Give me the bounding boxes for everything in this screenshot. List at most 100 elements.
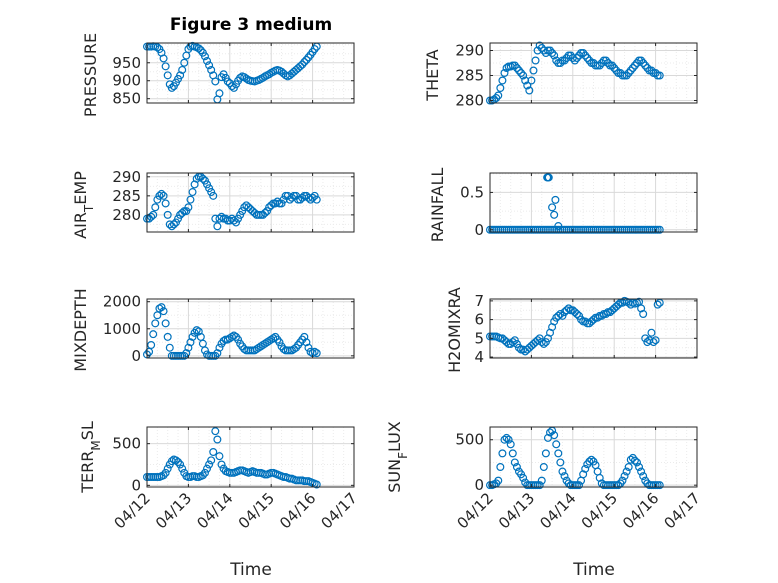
axes-box	[146, 172, 355, 233]
data-point	[601, 309, 610, 318]
data-point	[527, 76, 536, 85]
data-point	[620, 472, 629, 481]
data-point	[180, 58, 189, 67]
data-point	[514, 343, 523, 352]
data-point	[211, 427, 220, 436]
data-point	[581, 51, 590, 60]
data-point	[506, 440, 515, 449]
y-tick-label: 950	[112, 54, 141, 72]
data-point	[653, 300, 662, 309]
axes-box	[489, 42, 698, 104]
ylabel-theta: THETA	[423, 49, 442, 101]
y-tick-label: 1000	[103, 320, 141, 338]
data-point	[207, 65, 216, 74]
subplot-1: 280 285 290	[455, 41, 698, 110]
data-point	[275, 338, 284, 347]
axes-box	[146, 42, 355, 104]
data-point	[595, 473, 604, 482]
data-point	[188, 188, 197, 197]
data-point	[603, 58, 612, 67]
data-point	[300, 332, 309, 341]
data-point	[159, 191, 168, 200]
data-point	[267, 201, 276, 210]
data-point	[583, 53, 592, 62]
data-point	[227, 82, 236, 91]
ylabel-terr-msl-base: TERR	[78, 451, 97, 494]
data-point	[639, 309, 648, 318]
data-point	[155, 191, 164, 200]
data-point	[628, 63, 637, 72]
data-point	[200, 468, 209, 477]
data-point	[614, 300, 623, 309]
data-point	[194, 327, 203, 336]
data-point	[510, 61, 519, 70]
data-point	[546, 428, 555, 437]
data-point	[178, 208, 187, 217]
data-point	[552, 440, 561, 449]
data-point	[176, 460, 185, 469]
data-point	[595, 61, 604, 70]
data-point	[655, 481, 664, 490]
data-point	[196, 46, 205, 55]
data-point	[169, 220, 178, 229]
data-point	[556, 458, 565, 467]
data-point	[550, 51, 559, 60]
data-point	[265, 70, 274, 79]
data-point	[512, 463, 521, 472]
data-point	[531, 56, 540, 65]
ylabel-sun-flux-base: SUN	[385, 459, 404, 493]
data-point	[535, 41, 544, 50]
data-point	[163, 464, 172, 473]
data-point	[186, 195, 195, 204]
data-point	[572, 309, 581, 318]
data-point	[151, 319, 160, 328]
data-point	[647, 328, 656, 337]
data-point	[153, 195, 162, 204]
data-point	[550, 431, 559, 440]
data-point	[215, 452, 224, 461]
ylabel-air-temp-sub: T	[82, 204, 96, 213]
data-point	[203, 180, 212, 189]
data-point	[149, 330, 158, 339]
data-point	[554, 222, 563, 231]
data-point	[163, 332, 172, 341]
data-point	[639, 58, 648, 67]
data-point	[643, 63, 652, 72]
data-point	[213, 435, 222, 444]
ylabel-pressure: PRESSURE	[81, 33, 100, 117]
data-point	[174, 214, 183, 223]
data-point	[159, 307, 168, 316]
data-point	[163, 71, 172, 80]
data-point	[209, 448, 218, 457]
data-point	[651, 68, 660, 77]
data-point	[630, 61, 639, 70]
data-point	[287, 346, 296, 355]
data-point	[626, 66, 635, 75]
data-point	[302, 55, 311, 64]
data-point	[581, 464, 590, 473]
y-tick-label: 0	[131, 347, 141, 365]
data-point	[215, 89, 224, 98]
y-tick-label: 4	[474, 348, 484, 366]
data-point	[161, 199, 170, 208]
xlabel-time-right: Time	[572, 560, 615, 580]
data-point	[579, 48, 588, 57]
data-point	[312, 349, 321, 358]
data-point	[500, 435, 509, 444]
y-tick-label: 900	[112, 72, 141, 90]
data-point	[215, 343, 224, 352]
data-point	[269, 334, 278, 343]
data-point	[265, 336, 274, 345]
data-point	[498, 76, 507, 85]
data-point	[539, 463, 548, 472]
data-point	[649, 338, 658, 347]
data-point	[161, 62, 170, 71]
data-point	[622, 71, 631, 80]
data-point	[256, 342, 265, 351]
data-point	[161, 468, 170, 477]
data-point	[496, 463, 505, 472]
axes-box	[489, 426, 698, 488]
data-point	[618, 476, 627, 485]
